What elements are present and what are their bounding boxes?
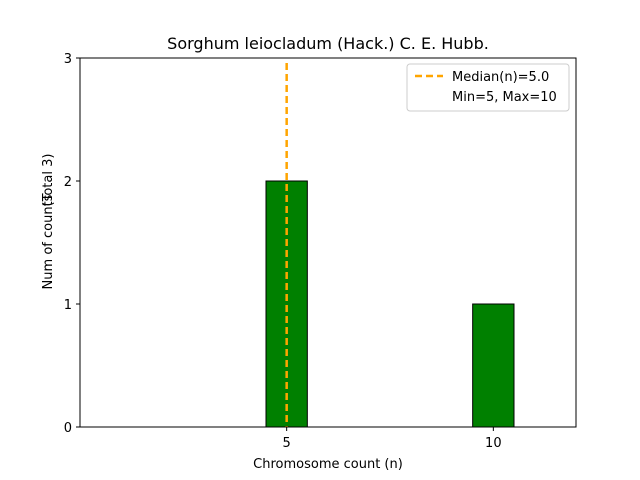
y-tick-label-3: 3	[64, 52, 72, 67]
x-tick-label-10: 10	[485, 436, 502, 451]
y-tick-label-1: 1	[64, 298, 72, 313]
bar-10	[472, 303, 515, 428]
y-tick-label-2: 2	[64, 175, 72, 190]
legend-median-text: Median(n)=5.0	[452, 70, 549, 85]
y-tick-label-0: 0	[64, 421, 72, 436]
chart-title: Sorghum leiocladum (Hack.) C. E. Hubb.	[167, 34, 489, 53]
axes-layer	[79, 57, 577, 428]
bars-layer	[265, 180, 515, 428]
plot-frame	[79, 57, 577, 428]
legend: Median(n)=5.0 Min=5, Max=10	[406, 63, 570, 112]
y-axis-label: Num of counts	[41, 194, 56, 289]
legend-minmax-text: Min=5, Max=10	[452, 90, 557, 105]
x-axis-label: Chromosome count (n)	[253, 457, 403, 472]
x-tick-label-5: 5	[283, 436, 291, 451]
legend-box	[406, 63, 570, 112]
y-axis-total-label: (Total 3)	[41, 154, 56, 207]
ticks-layer: 5 10 0 1 2 3	[64, 52, 502, 451]
